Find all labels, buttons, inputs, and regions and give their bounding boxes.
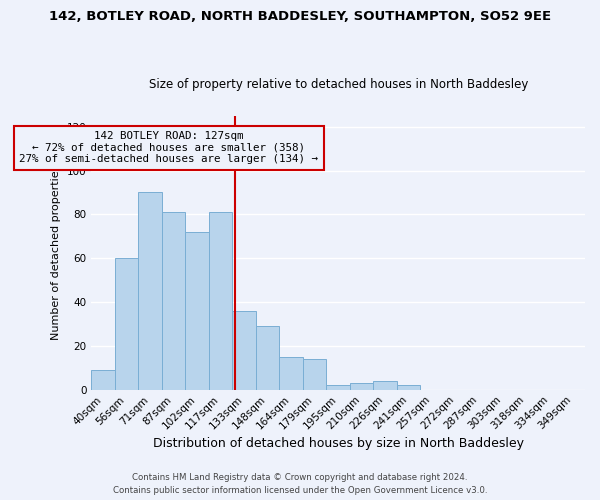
Bar xyxy=(162,212,185,390)
Y-axis label: Number of detached properties: Number of detached properties xyxy=(51,165,61,340)
Text: 142 BOTLEY ROAD: 127sqm
← 72% of detached houses are smaller (358)
27% of semi-d: 142 BOTLEY ROAD: 127sqm ← 72% of detache… xyxy=(19,131,319,164)
Bar xyxy=(350,383,373,390)
Bar xyxy=(256,326,280,390)
Text: 142, BOTLEY ROAD, NORTH BADDESLEY, SOUTHAMPTON, SO52 9EE: 142, BOTLEY ROAD, NORTH BADDESLEY, SOUTH… xyxy=(49,10,551,23)
Bar xyxy=(397,386,421,390)
Bar xyxy=(303,359,326,390)
Title: Size of property relative to detached houses in North Baddesley: Size of property relative to detached ho… xyxy=(149,78,528,91)
Bar xyxy=(326,386,350,390)
Text: Contains HM Land Registry data © Crown copyright and database right 2024.
Contai: Contains HM Land Registry data © Crown c… xyxy=(113,474,487,495)
Bar xyxy=(209,212,232,390)
Bar xyxy=(91,370,115,390)
X-axis label: Distribution of detached houses by size in North Baddesley: Distribution of detached houses by size … xyxy=(153,437,524,450)
Bar xyxy=(280,357,303,390)
Bar xyxy=(115,258,139,390)
Bar xyxy=(139,192,162,390)
Bar xyxy=(373,381,397,390)
Bar xyxy=(232,311,256,390)
Bar xyxy=(185,232,209,390)
